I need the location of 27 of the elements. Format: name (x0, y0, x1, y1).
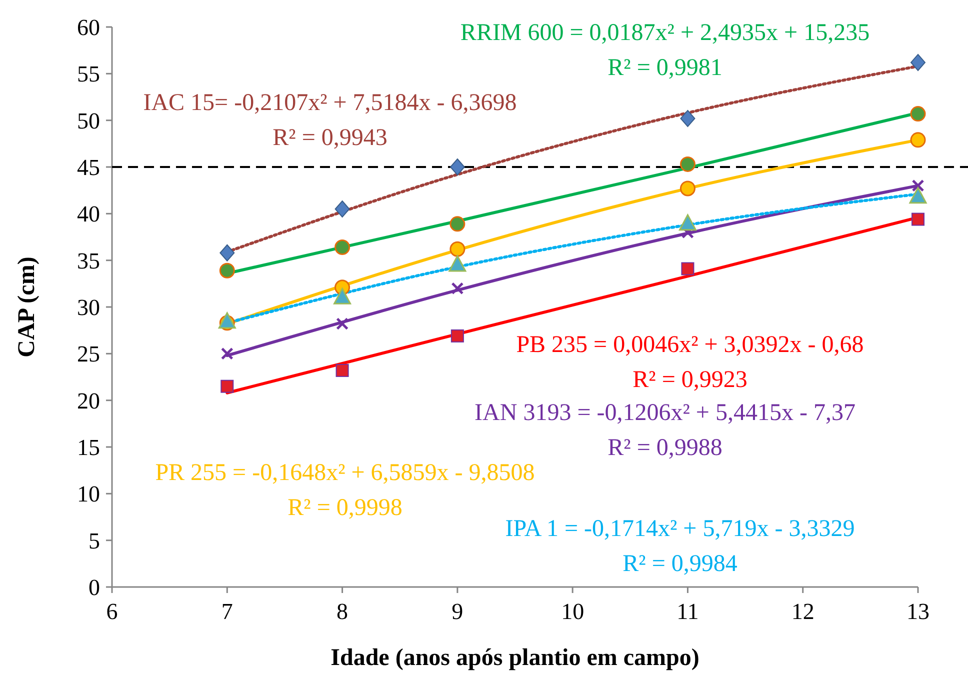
x-tick-label: 13 (906, 599, 930, 624)
x-tick-label: 9 (452, 599, 464, 624)
y-tick-label: 60 (77, 15, 100, 40)
annotation: IAN 3193 = -0,1206x² + 5,4415x - 7,37 R² = 0,9988 (474, 400, 856, 461)
y-tick-label: 40 (77, 202, 100, 227)
y-tick-label: 35 (77, 248, 100, 274)
y-tick-label: 25 (77, 342, 100, 367)
y-tick-label: 55 (77, 62, 100, 87)
y-tick-label: 0 (88, 575, 100, 600)
y-tick-label: 50 (77, 108, 100, 134)
y-tick-label: 10 (77, 482, 100, 507)
y-tick-label: 45 (77, 155, 100, 180)
x-tick-label: 6 (106, 599, 118, 624)
y-axis-title: CAP (cm) (14, 256, 40, 358)
y-tick-label: 30 (77, 295, 100, 320)
x-tick-label: 11 (676, 599, 699, 624)
x-tick-label: 8 (336, 599, 348, 624)
annotation: RRIM 600 = 0,0187x² + 2,4935x + 15,235 R² = 0,9981 (460, 20, 870, 81)
x-axis-title: Idade (anos após plantio em campo) (330, 645, 700, 671)
y-tick-label: 20 (77, 388, 100, 414)
y-tick-label: 5 (88, 528, 100, 554)
annotation: PB 235 = 0,0046x² + 3,0392x - 0,68 R² = 0,9923 (516, 332, 864, 393)
x-tick-label: 7 (221, 599, 233, 624)
annotation: IAC 15= -0,2107x² + 7,5184x - 6,3698 R² = 0,9943 (143, 90, 517, 151)
y-tick-label: 15 (77, 435, 100, 460)
x-tick-label: 10 (561, 599, 584, 624)
x-tick-label: 12 (791, 599, 814, 624)
